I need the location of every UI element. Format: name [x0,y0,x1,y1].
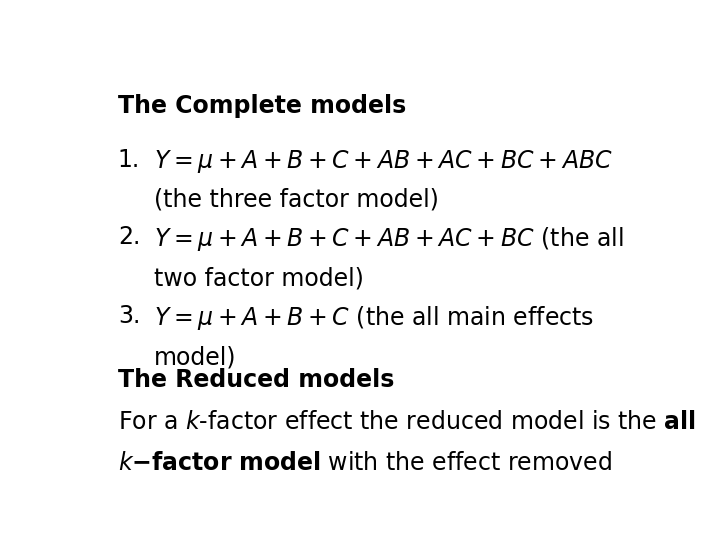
Text: 2.: 2. [118,225,140,249]
Text: $Y = \mu + A + B + C + AB + AC + BC + ABC$: $Y = \mu + A + B + C + AB + AC + BC + AB… [154,148,613,175]
Text: The Reduced models: The Reduced models [118,368,395,393]
Text: $\bf{\it{k}}$$\bf{-factor}$ $\bf{model}$ with the effect removed: $\bf{\it{k}}$$\bf{-factor}$ $\bf{model}$… [118,451,612,476]
Text: $Y = \mu + A+ B + C + AB + AC + BC$ (the all: $Y = \mu + A+ B + C + AB + AC + BC$ (the… [154,225,624,253]
Text: For a $k$-factor effect the reduced model is the $\bf{all}$: For a $k$-factor effect the reduced mode… [118,410,696,434]
Text: $Y = \mu + A + B + C$ (the all main effects: $Y = \mu + A + B + C$ (the all main effe… [154,304,594,332]
Text: model): model) [154,346,237,369]
Text: 1.: 1. [118,148,140,172]
Text: two factor model): two factor model) [154,266,364,291]
Text: The Complete models: The Complete models [118,94,406,118]
Text: 3.: 3. [118,304,140,328]
Text: (the three factor model): (the three factor model) [154,187,439,212]
